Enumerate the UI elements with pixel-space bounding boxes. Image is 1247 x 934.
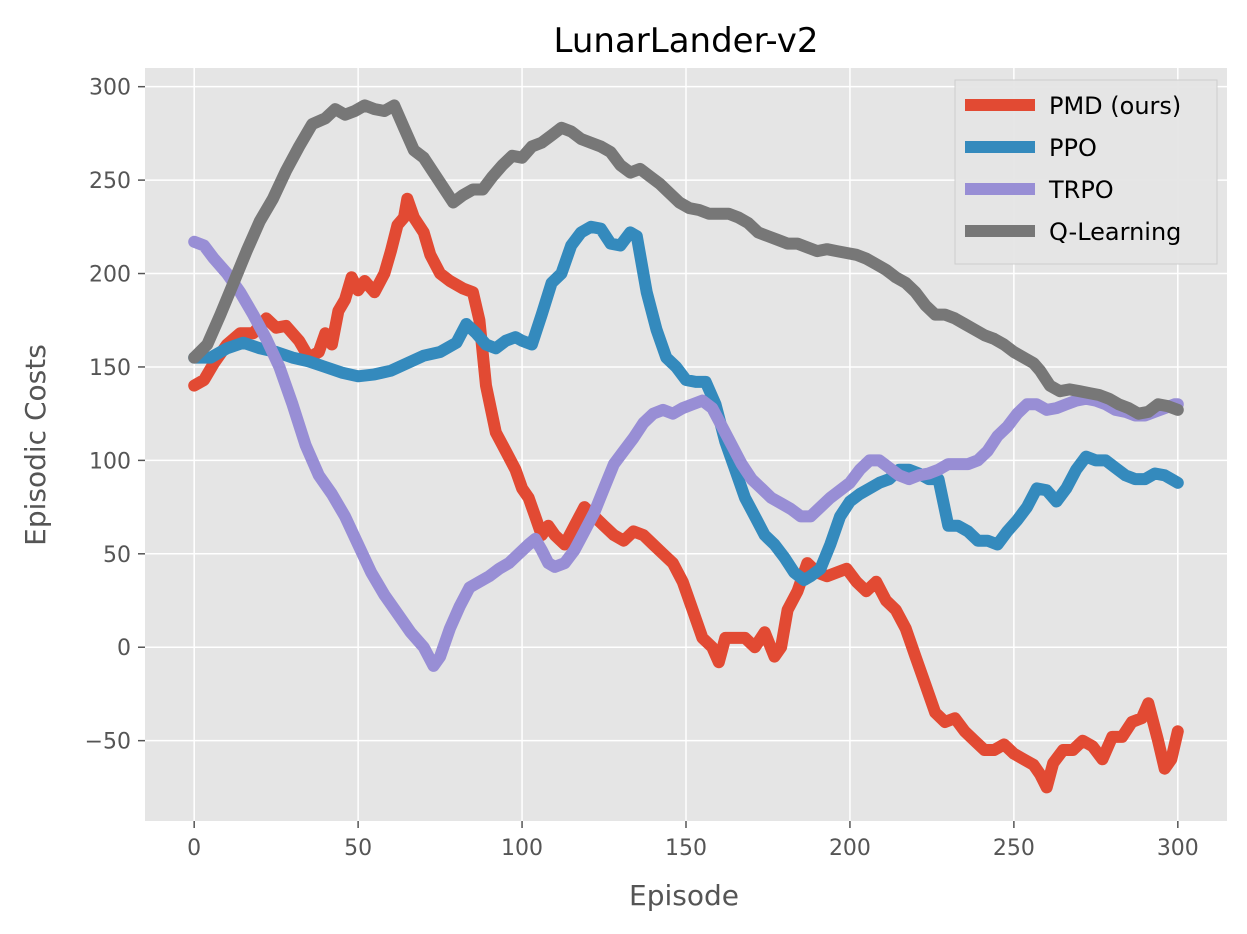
legend-label-trpo: TRPO [1048,176,1114,204]
ticks: 0 50 100 150 200 250 300 −50 0 50 100 150 200 250 300 [85,76,1199,861]
grid [145,68,1227,821]
x-tick-label: 50 [344,836,372,861]
x-tick-label: 0 [187,836,201,861]
x-tick-label: 250 [993,836,1035,861]
legend-label-pmd-ours: PMD (ours) [1049,92,1181,120]
legend-label-q-learning: Q-Learning [1049,218,1181,246]
y-tick-label: −50 [85,730,131,755]
y-tick-label: 250 [89,169,131,194]
x-tick-label: 200 [829,836,871,861]
series-lines [188,99,1184,794]
y-tick-label: 150 [89,356,131,381]
legend-label-ppo: PPO [1049,134,1097,162]
y-tick-label: 0 [117,636,131,661]
x-axis-label: Episode [629,879,739,912]
y-tick-label: 200 [89,263,131,288]
legend: PMD (ours) PPO TRPO Q-Learning [954,79,1218,265]
x-tick-label: 300 [1157,836,1199,861]
series-line-pmd-ours [188,192,1184,794]
chart-title: LunarLander-v2 [554,21,819,61]
x-tick-label: 150 [665,836,707,861]
y-tick-label: 50 [103,543,131,568]
series-line-q-learning [188,99,1184,420]
y-axis-label: Episodic Costs [19,344,52,546]
series-line-trpo [188,235,1184,672]
y-tick-label: 300 [89,76,131,101]
series-line-ppo [188,220,1184,586]
y-tick-label: 100 [89,449,131,474]
x-tick-label: 100 [501,836,543,861]
